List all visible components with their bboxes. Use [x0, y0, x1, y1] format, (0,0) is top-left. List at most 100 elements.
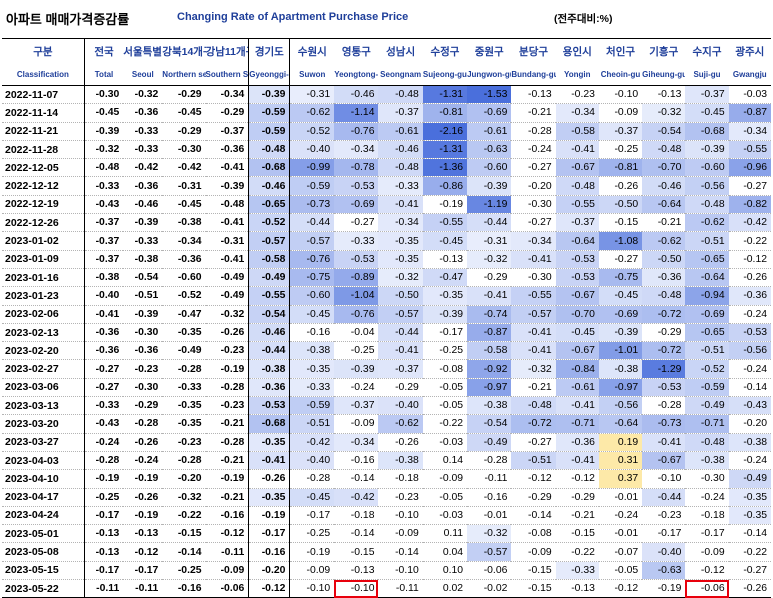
cell-value: -0.50 — [642, 250, 686, 269]
cell-value: -0.37 — [84, 213, 124, 233]
table-row: 2023-05-15 -0.17 -0.17 -0.25 -0.09 -0.20 -0.09… — [2, 561, 771, 581]
cell-value: -0.33 — [555, 561, 599, 581]
row-date: 2022-12-05 — [2, 158, 85, 178]
col-header-en-15: Suji-gu — [685, 63, 729, 86]
cell-value: -0.29 — [642, 323, 686, 343]
table-row: 2023-02-06 -0.41 -0.39 -0.47 -0.32 -0.54 -0.45… — [2, 305, 771, 324]
cell-value: -0.54 — [248, 305, 291, 324]
cell-value: -0.65 — [248, 195, 291, 215]
cell-value: -0.94 — [685, 286, 729, 306]
cell-value: -0.59 — [248, 103, 291, 123]
cell-value: -0.11 — [467, 469, 512, 489]
cell-value: -0.18 — [378, 469, 423, 489]
cell-value: -0.24 — [598, 506, 643, 526]
table-row: 2023-04-03 -0.28 -0.24 -0.28 -0.21 -0.41 -0.40… — [2, 451, 771, 471]
table-row: 2022-12-12 -0.33 -0.36 -0.31 -0.39 -0.46 -0.59… — [2, 176, 771, 196]
cell-value: -0.46 — [642, 176, 686, 196]
cell-value: -0.18 — [685, 506, 729, 526]
col-header-en-1: Total — [84, 63, 124, 86]
row-date: 2022-11-07 — [2, 85, 85, 105]
col-header-en-13: Cheoin-gu — [598, 63, 643, 86]
cell-value: -0.32 — [205, 305, 250, 324]
cell-value: -0.32 — [642, 103, 686, 123]
cell-value: -0.37 — [378, 359, 423, 379]
cell-value: -0.38 — [598, 359, 643, 379]
col-header-ko-5: 경기도 — [248, 38, 291, 63]
cell-value: -0.86 — [422, 176, 468, 196]
cell-value: -0.81 — [598, 158, 643, 178]
cell-value: -0.13 — [422, 250, 468, 269]
cell-value: -0.05 — [422, 378, 468, 398]
cell-value: -1.14 — [334, 103, 379, 123]
cell-value: -0.53 — [334, 250, 379, 269]
cell-value: -0.38 — [84, 268, 124, 288]
cell-value: -0.19 — [84, 469, 124, 489]
cell-value: -0.47 — [422, 268, 468, 288]
cell-value: -0.23 — [162, 433, 206, 452]
cell-value: -0.57 — [511, 305, 556, 324]
row-date: 2023-05-08 — [2, 542, 85, 562]
cell-value: -0.97 — [598, 378, 643, 398]
cell-value: -2.16 — [422, 122, 468, 141]
cell-value: -0.27 — [334, 213, 379, 233]
table-row: 2022-11-07 -0.30 -0.32 -0.29 -0.34 -0.39 -0.31… — [2, 85, 771, 105]
cell-value: -0.19 — [642, 579, 686, 598]
cell-value: -0.22 — [555, 542, 599, 562]
row-date: 2023-03-27 — [2, 433, 85, 452]
cell-value: -0.60 — [289, 286, 335, 306]
cell-value: -0.45 — [685, 103, 729, 123]
cell-value: -1.36 — [422, 158, 468, 178]
cell-value: -0.99 — [289, 158, 335, 178]
col-header-en-0: Classification — [2, 63, 85, 86]
cell-value: -0.29 — [467, 268, 512, 288]
cell-value: -0.53 — [334, 176, 379, 196]
cell-value: -0.73 — [289, 195, 335, 215]
cell-value: -0.37 — [378, 103, 423, 123]
cell-value: -0.19 — [205, 359, 250, 379]
cell-value: -0.41 — [467, 286, 512, 306]
row-date: 2023-01-02 — [2, 231, 85, 251]
col-header-ko-8: 성남시 — [378, 38, 423, 63]
cell-value: -0.48 — [248, 140, 291, 160]
cell-value: -0.67 — [642, 451, 686, 471]
cell-value: -0.39 — [84, 122, 124, 141]
cell-value: -0.75 — [598, 268, 643, 288]
row-date: 2023-04-17 — [2, 488, 85, 507]
cell-value: -0.04 — [334, 323, 379, 343]
cell-value: -0.28 — [642, 396, 686, 416]
cell-value: -0.51 — [685, 231, 729, 251]
table-row: 2023-03-20 -0.43 -0.28 -0.35 -0.21 -0.68 -0.51… — [2, 414, 771, 434]
cell-value: -0.28 — [467, 451, 512, 471]
cell-value: -0.39 — [248, 85, 291, 105]
cell-value: -0.35 — [248, 433, 291, 452]
cell-value: -0.28 — [511, 122, 556, 141]
cell-value: -0.28 — [289, 469, 335, 489]
cell-value: -0.36 — [555, 433, 599, 452]
cell-value: -0.64 — [642, 195, 686, 215]
cell-value: -0.58 — [555, 122, 599, 141]
cell-value: -1.31 — [422, 85, 468, 105]
cell-value: -0.46 — [378, 140, 423, 160]
cell-value: 0.19 — [598, 433, 643, 452]
cell-value: -0.23 — [123, 359, 163, 379]
cell-value: -0.67 — [555, 286, 599, 306]
cell-value: -0.11 — [84, 579, 124, 598]
cell-value: -0.48 — [205, 195, 250, 215]
cell-value: -0.01 — [467, 506, 512, 526]
cell-value: -0.29 — [123, 396, 163, 416]
cell-value: -0.10 — [334, 579, 379, 598]
cell-value: -0.27 — [511, 213, 556, 233]
cell-value: -0.25 — [334, 341, 379, 361]
cell-value: -0.40 — [289, 451, 335, 471]
cell-value: -0.51 — [289, 414, 335, 434]
cell-value: -0.39 — [205, 176, 250, 196]
cell-value: -0.28 — [205, 378, 250, 398]
col-header-ko-13: 처인구 — [598, 38, 643, 63]
table-row: 2023-01-09 -0.37 -0.38 -0.36 -0.41 -0.58 -0.76… — [2, 250, 771, 269]
col-header-ko-2: 서울특별시 — [123, 38, 163, 63]
cell-value: -0.33 — [289, 378, 335, 398]
cell-value: -0.17 — [84, 561, 124, 581]
col-header-ko-16: 광주시 — [728, 38, 771, 63]
cell-value: -0.28 — [162, 451, 206, 471]
cell-value: -0.40 — [378, 396, 423, 416]
